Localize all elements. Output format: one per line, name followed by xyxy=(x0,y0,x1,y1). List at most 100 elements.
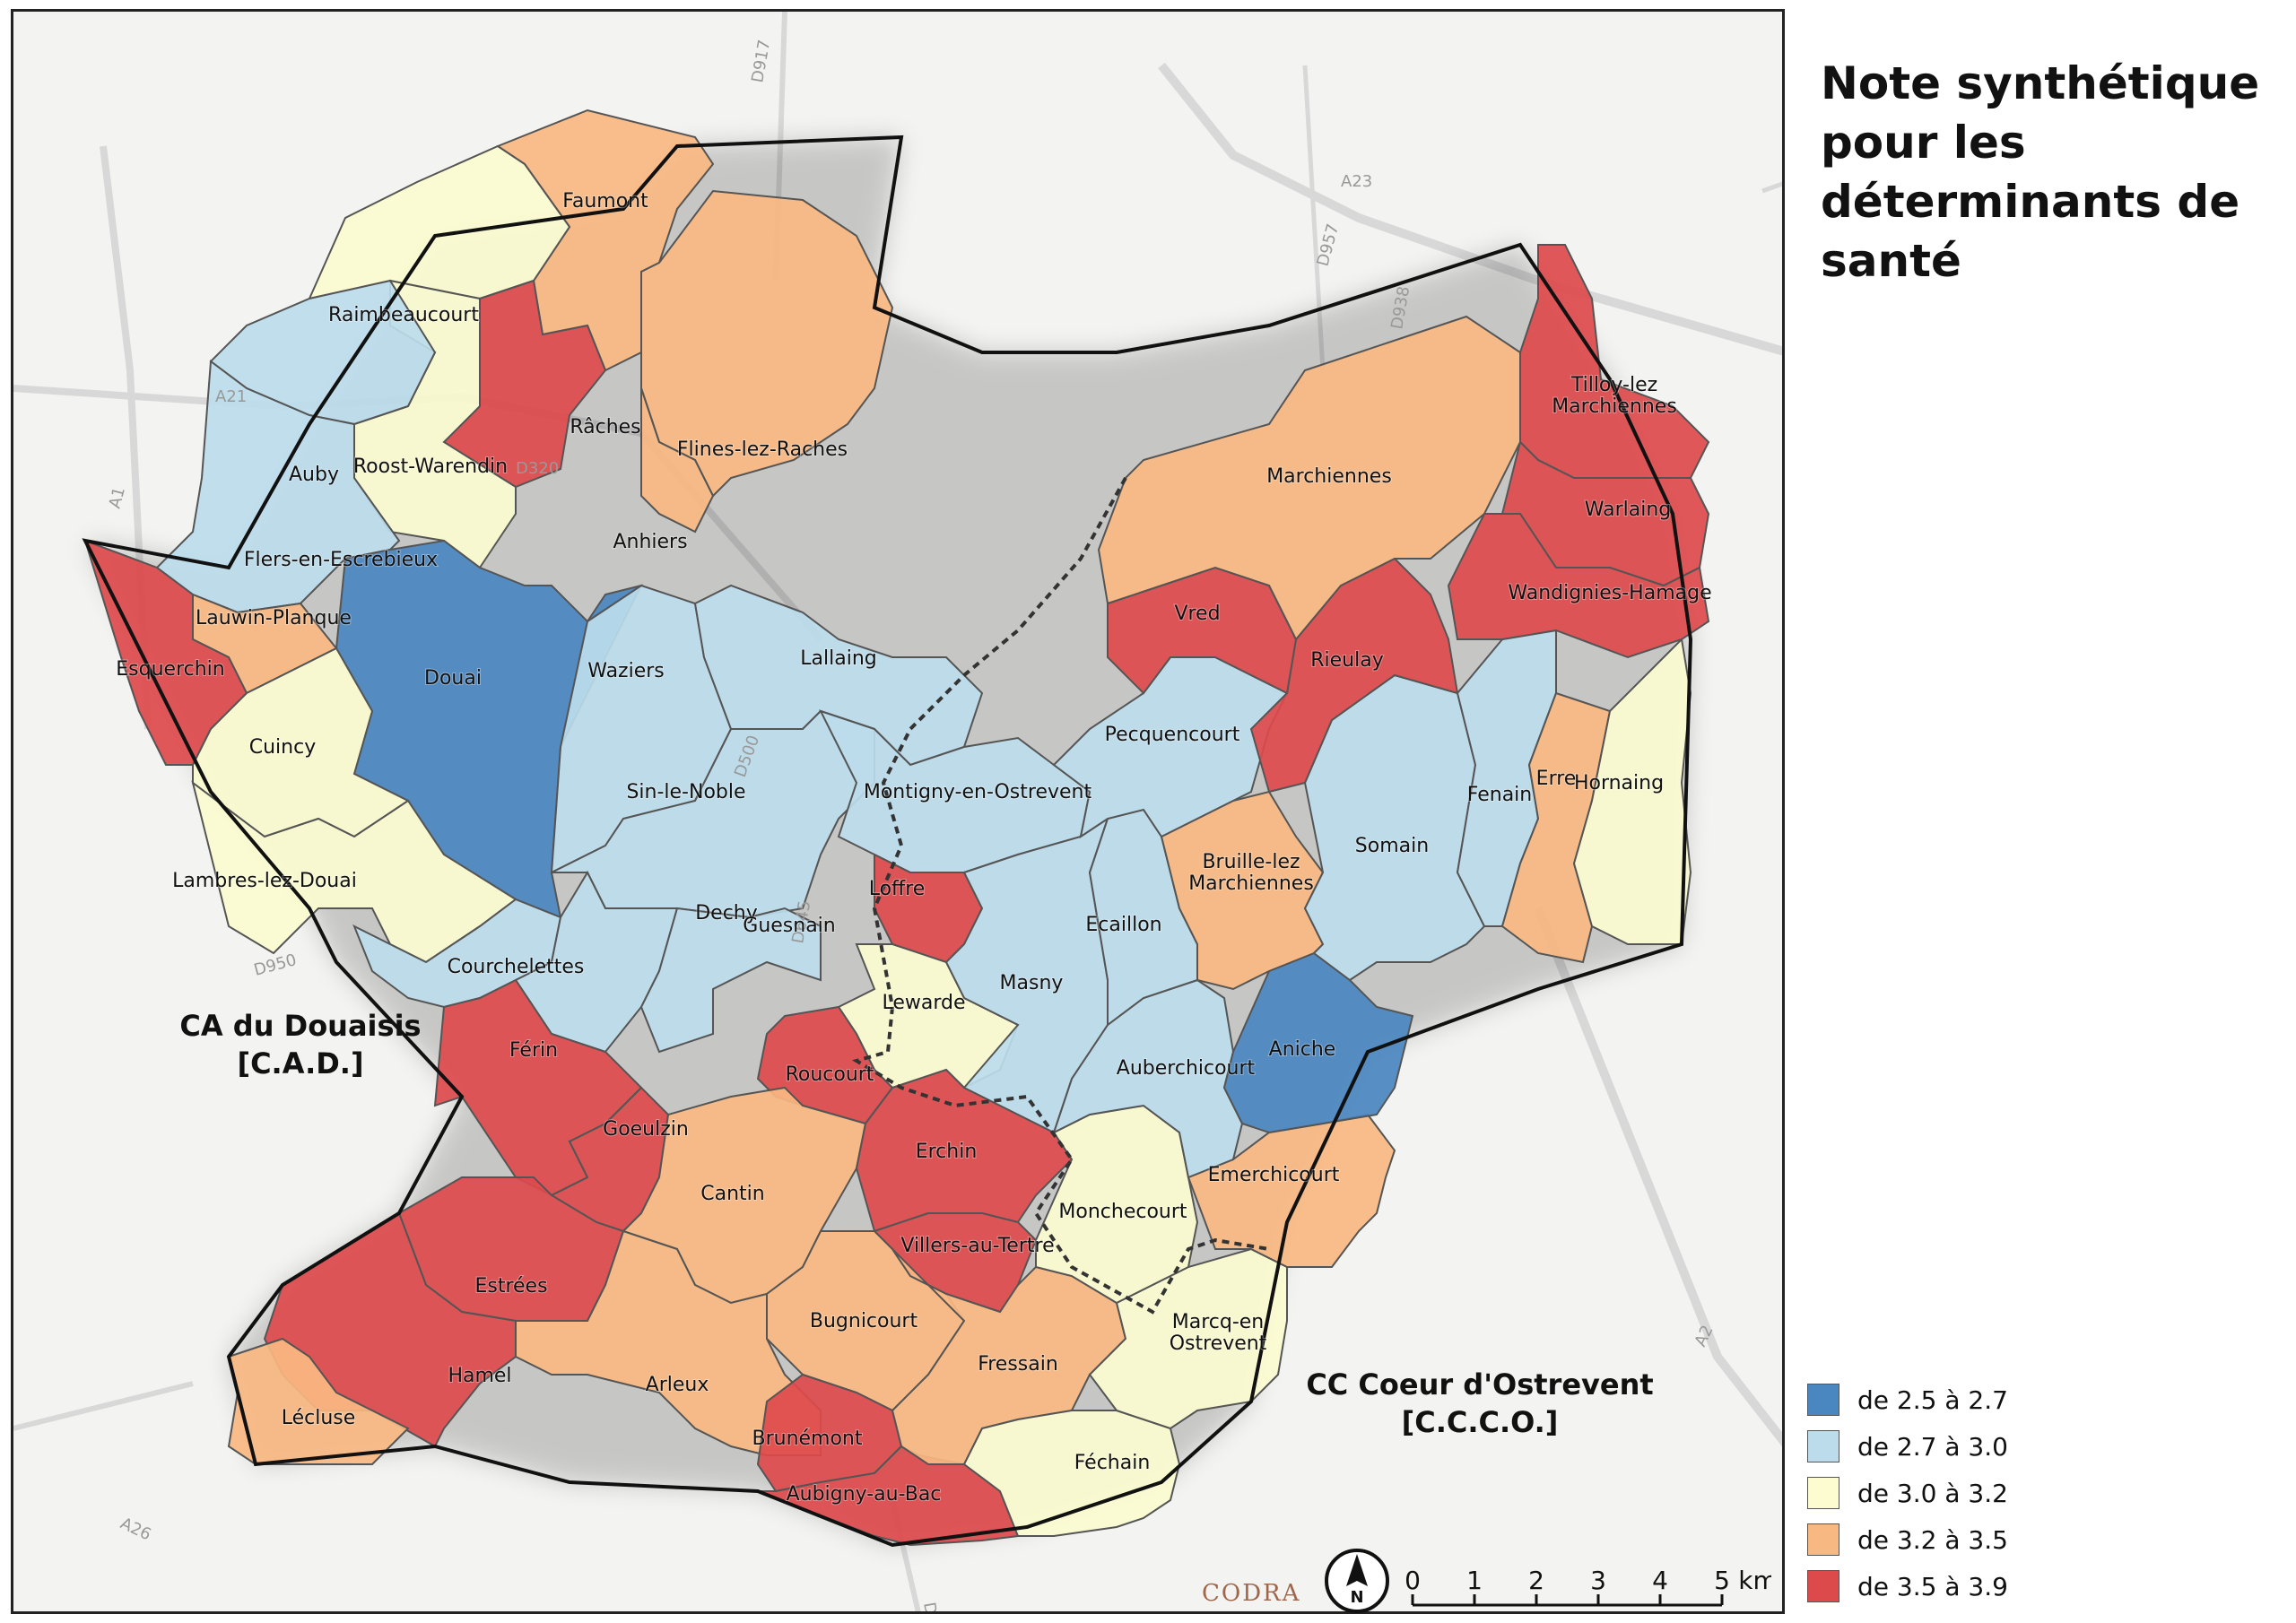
legend-swatch xyxy=(1807,1430,1839,1462)
commune-guesnain[interactable] xyxy=(639,907,822,1054)
codra-logo: CODRA xyxy=(1202,1580,1301,1607)
commune-label-esquerchin: Esquerchin xyxy=(116,658,224,681)
commune-label-roucourt: Roucourt xyxy=(786,1063,874,1086)
commune-label-fressain: Fressain xyxy=(978,1353,1058,1376)
commune-label-bruille-lez-marchiennes: Bruille-lez Marchiennes xyxy=(1188,851,1314,895)
legend-label: de 2.5 à 2.7 xyxy=(1857,1384,2008,1415)
commune-label-tilloy-lez-marchiennes: Tilloy-lez Marchiennes xyxy=(1552,374,1677,418)
road-label-d957: D957 xyxy=(1314,221,1344,268)
legend-swatch xyxy=(1807,1477,1839,1509)
commune-label-lauwin-planque: Lauwin-Planque xyxy=(196,607,352,629)
epci-boundary xyxy=(852,477,1270,1315)
commune-label-raches: Râches xyxy=(570,416,640,438)
north-letter: N xyxy=(1350,1588,1363,1607)
commune-label-douai: Douai xyxy=(424,667,482,690)
commune-label-fenain: Fenain xyxy=(1467,784,1532,806)
commune-label-arleux: Arleux xyxy=(646,1374,709,1396)
epci-cad-name: CA du Douaisis xyxy=(179,1009,422,1043)
road-label-d320: D320 xyxy=(516,459,559,478)
commune-fechain[interactable] xyxy=(962,1410,1181,1537)
road-label-a21: A21 xyxy=(215,387,247,406)
scale-unit: km xyxy=(1738,1566,1771,1595)
commune-label-sin-le-noble: Sin-le-Noble xyxy=(626,781,745,803)
legend-label: de 3.2 à 3.5 xyxy=(1857,1524,2008,1555)
commune-label-monchecourt: Monchecourt xyxy=(1058,1201,1187,1223)
commune-tilloy-lez-marchiennes[interactable] xyxy=(1519,244,1710,479)
commune-label-auby: Auby xyxy=(289,464,339,486)
commune-label-lallaing: Lallaing xyxy=(800,647,876,670)
communes-layer xyxy=(83,108,1710,1547)
legend-swatch xyxy=(1807,1570,1839,1602)
commune-label-pecquencourt: Pecquencourt xyxy=(1105,724,1240,746)
commune-label-hamel: Hamel xyxy=(448,1365,511,1387)
commune-label-emerchicourt: Emerchicourt xyxy=(1208,1164,1340,1186)
commune-label-villers-au-tertre: Villers-au-Tertre xyxy=(900,1235,1054,1257)
road-label-a1: A1 xyxy=(106,485,129,510)
epci-ccco-code: [C.C.C.O.] xyxy=(1401,1405,1559,1439)
territory-boundary xyxy=(82,135,1693,1548)
road-label-a26: A26 xyxy=(117,1514,154,1544)
commune-label-auberchicourt: Auberchicourt xyxy=(1117,1057,1256,1080)
commune-label-erchin: Erchin xyxy=(916,1141,978,1163)
legend-label: de 3.0 à 3.2 xyxy=(1857,1478,2008,1508)
commune-label-fechain: Féchain xyxy=(1074,1452,1151,1474)
commune-label-loffre: Loffre xyxy=(869,878,926,900)
road-label-a23: A23 xyxy=(1341,172,1372,191)
labels-layer: Faumont Raimbeaucourt Râches Flines-lez-Rac… xyxy=(115,189,1712,1506)
scale-tick-label: 3 xyxy=(1590,1566,1606,1595)
road-label-d643: D643 xyxy=(919,1601,945,1614)
commune-label-roost-warendin: Roost-Warendin xyxy=(353,456,508,478)
legend-label: de 2.7 à 3.0 xyxy=(1857,1431,2008,1462)
commune-anhiers[interactable] xyxy=(640,387,715,534)
commune-lecluse[interactable] xyxy=(227,1337,410,1465)
commune-label-ferin: Férin xyxy=(509,1039,558,1062)
commune-label-rieulay: Rieulay xyxy=(1310,649,1384,672)
legend: de 2.5 à 2.7 de 2.7 à 3.0 de 3.0 à 3.2 de 3… xyxy=(1807,1376,2274,1610)
commune-label-erre: Erre xyxy=(1536,768,1577,790)
commune-label-wandignies-hamage: Wandignies-Hamage xyxy=(1508,582,1711,604)
legend-item: de 3.2 à 3.5 xyxy=(1807,1516,2274,1563)
commune-label-aniche: Aniche xyxy=(1269,1038,1336,1061)
commune-label-lewarde: Lewarde xyxy=(882,992,965,1014)
commune-label-montigny-en-ostrevent: Montigny-en-Ostrevent xyxy=(864,781,1092,803)
epci-ccco-label: CC Coeur d'Ostrevent [C.C.C.O.] xyxy=(1305,1366,1655,1441)
commune-marchiennes[interactable] xyxy=(1097,315,1521,641)
commune-label-vred: Vred xyxy=(1174,603,1220,625)
scale-tick-label: 0 xyxy=(1405,1566,1421,1595)
map-frame: D917A23D957D938A21A1D320D500D645D950A26D… xyxy=(11,9,1785,1614)
legend-item: de 3.0 à 3.2 xyxy=(1807,1470,2274,1516)
legend-item: de 3.5 à 3.9 xyxy=(1807,1563,2274,1610)
commune-wandignies-hamage[interactable] xyxy=(1447,513,1710,659)
commune-label-ecaillon: Ecaillon xyxy=(1085,914,1161,936)
commune-label-lecluse: Lécluse xyxy=(282,1407,356,1429)
road-label-d950: D950 xyxy=(252,950,299,980)
scale-bar: 0 1 2 3 4 5 km xyxy=(1405,1566,1771,1607)
scale-tick-label: 1 xyxy=(1466,1566,1483,1595)
commune-label-brunemont: Brunémont xyxy=(752,1428,862,1450)
legend-label: de 3.5 à 3.9 xyxy=(1857,1571,2008,1601)
legend-swatch xyxy=(1807,1384,1839,1416)
commune-label-guesnain: Guesnain xyxy=(743,915,835,937)
commune-label-anhiers: Anhiers xyxy=(613,531,687,553)
commune-hornaing[interactable] xyxy=(1572,637,1692,945)
scale-tick-label: 2 xyxy=(1528,1566,1544,1595)
commune-label-waziers: Waziers xyxy=(587,660,665,682)
legend-item: de 2.7 à 3.0 xyxy=(1807,1423,2274,1470)
legend-swatch xyxy=(1807,1523,1839,1556)
epci-cad-label: CA du Douaisis [C.A.D.] xyxy=(166,1007,435,1082)
commune-label-lambres-lez-douai: Lambres-lez-Douai xyxy=(172,870,357,892)
commune-label-courchelettes: Courchelettes xyxy=(448,956,585,978)
commune-label-cuincy: Cuincy xyxy=(249,736,316,759)
commune-label-raimbeaucourt: Raimbeaucourt xyxy=(328,304,479,326)
map-title: Note synthétique pour les déterminants d… xyxy=(1821,57,2260,287)
choropleth-map: D917A23D957D938A21A1D320D500D645D950A26D… xyxy=(13,12,1782,1614)
scale-ticks: 0 1 2 3 4 5 km xyxy=(1405,1566,1771,1607)
legend-item: de 2.5 à 2.7 xyxy=(1807,1376,2274,1423)
road-label-d917: D917 xyxy=(748,39,774,84)
commune-label-marchiennes: Marchiennes xyxy=(1266,465,1392,488)
commune-label-estrees: Estrées xyxy=(474,1275,547,1298)
commune-label-flers-en-escrebieux: Flers-en-Escrebieux xyxy=(244,549,438,571)
commune-label-goeulzin: Goeulzin xyxy=(603,1118,689,1141)
commune-label-dechy: Dechy xyxy=(695,902,758,924)
north-arrow-icon: N xyxy=(1325,1549,1389,1613)
